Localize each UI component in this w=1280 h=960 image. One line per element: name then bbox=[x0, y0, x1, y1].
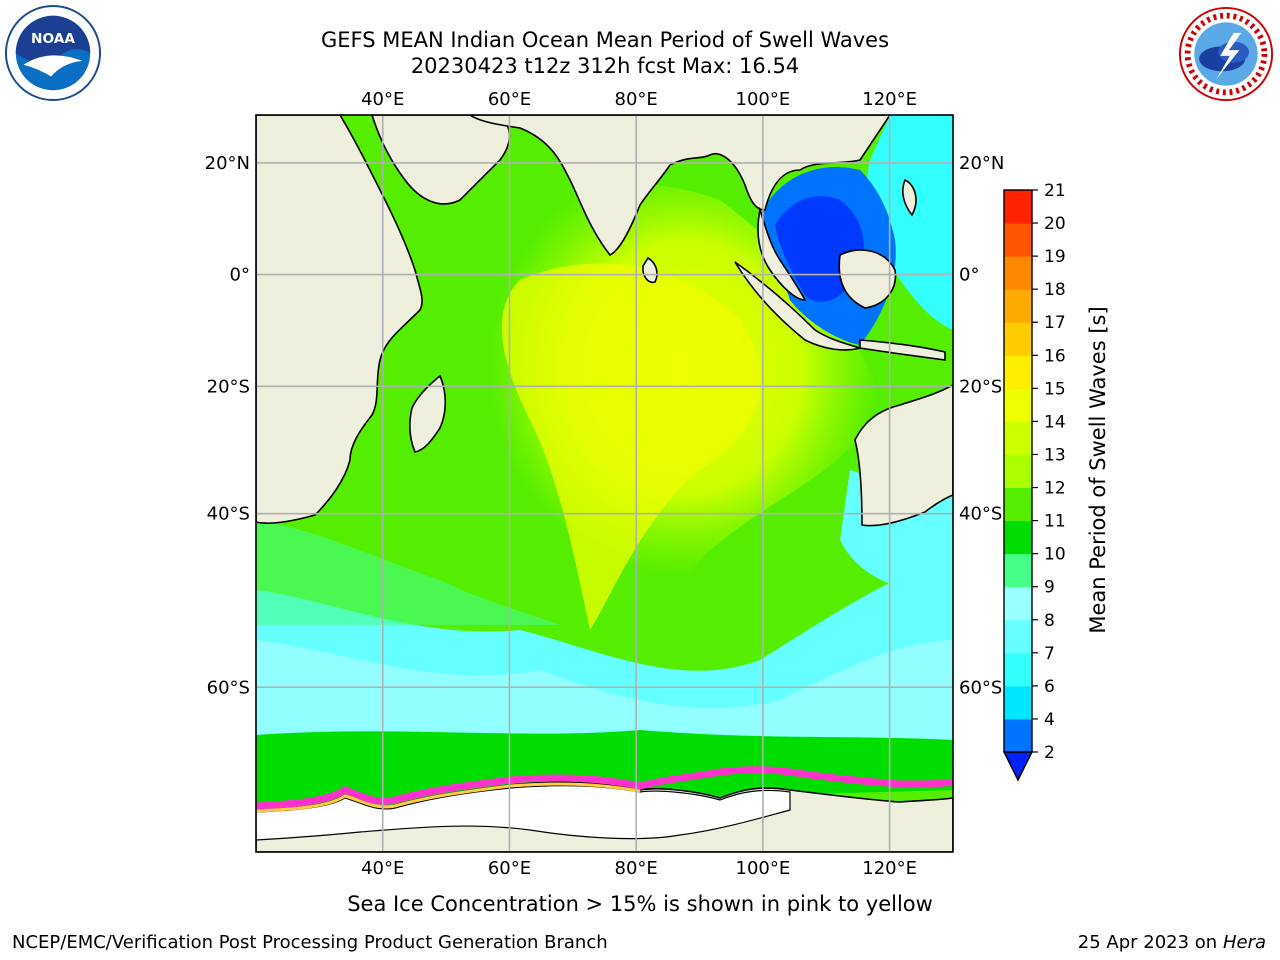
colorbar-tick-label: 18 bbox=[1044, 280, 1066, 300]
colorbar-tick-label: 12 bbox=[1044, 479, 1066, 499]
colorbar-segment bbox=[1004, 322, 1032, 356]
footer-machine: Hera bbox=[1222, 932, 1266, 953]
sea-ice-note: Sea Ice Concentration > 15% is shown in … bbox=[347, 892, 933, 916]
madagascar-landmass bbox=[409, 374, 447, 453]
colorbar-tick-label: 20 bbox=[1044, 214, 1066, 234]
latitude-tick-label: 0° bbox=[230, 265, 250, 286]
longitude-tick-label: 60°E bbox=[488, 858, 531, 879]
graticule bbox=[256, 115, 953, 852]
colorbar-tick-label: 16 bbox=[1044, 346, 1066, 366]
latitude-tick-label: 20°S bbox=[959, 376, 1002, 397]
colorbar-segment bbox=[1004, 586, 1032, 621]
latitude-tick-label: 20°N bbox=[959, 153, 1004, 174]
latitude-tick-label: 0° bbox=[959, 265, 979, 286]
map-subtitle: 20230423 t12z 312h fcst Max: 16.54 bbox=[410, 54, 800, 78]
africa-landmass bbox=[256, 115, 423, 524]
noaa-logo-text: NOAA bbox=[31, 31, 75, 47]
longitude-tick-label: 80°E bbox=[615, 858, 658, 879]
colorbar-tick-label: 10 bbox=[1044, 545, 1066, 565]
footer-credit: NCEP/EMC/Verification Post Processing Pr… bbox=[12, 932, 608, 953]
latitude-tick-label: 40°S bbox=[207, 504, 250, 525]
colorbar-tick-label: 8 bbox=[1044, 611, 1055, 631]
latitude-tick-label: 60°S bbox=[959, 677, 1002, 698]
latitude-labels-right: 20°N 0° 20°S 40°S 60°S bbox=[959, 153, 1004, 698]
longitude-tick-label: 120°E bbox=[862, 858, 917, 879]
colorbar: 2 4 6 7 8 9 10 11 12 13 14 15 16 17 18 19 20 21 bbox=[1002, 181, 1066, 782]
latitude-tick-label: 60°S bbox=[207, 677, 250, 698]
australia-landmass bbox=[854, 384, 953, 527]
sea-ice-inner-edge bbox=[256, 782, 641, 813]
colorbar-tick-label: 15 bbox=[1044, 379, 1066, 399]
asia-landmass bbox=[468, 115, 891, 257]
noaa-logo: NOAA bbox=[4, 4, 102, 102]
colorbar-tick-label: 9 bbox=[1044, 578, 1055, 598]
colorbar-segment bbox=[1004, 553, 1032, 588]
colorbar-segment bbox=[1004, 421, 1032, 455]
latitude-tick-label: 20°S bbox=[207, 376, 250, 397]
colorbar-tick-label: 21 bbox=[1044, 181, 1066, 201]
colorbar-segment bbox=[1004, 190, 1032, 224]
colorbar-tick-label: 14 bbox=[1044, 412, 1066, 432]
colorbar-segment bbox=[1004, 355, 1032, 389]
colorbar-tick-label: 2 bbox=[1044, 743, 1055, 763]
colorbar-tick-label: 19 bbox=[1044, 247, 1066, 267]
moderate-period-patch bbox=[256, 520, 560, 625]
colorbar-segment bbox=[1004, 454, 1032, 489]
latitude-labels-left: 20°N 0° 20°S 40°S 60°S bbox=[205, 153, 250, 698]
nws-logo bbox=[1178, 6, 1274, 102]
pacific-cyan-region bbox=[867, 115, 953, 330]
map-title: GEFS MEAN Indian Ocean Mean Period of Sw… bbox=[320, 28, 890, 52]
long-period-core bbox=[501, 263, 761, 630]
sea-ice-edge bbox=[256, 766, 953, 810]
colorbar-tick-label: 17 bbox=[1044, 313, 1066, 333]
philippines-landmass bbox=[902, 178, 917, 217]
colorbar-segment bbox=[1004, 289, 1032, 323]
longitude-tick-label: 40°E bbox=[361, 858, 404, 879]
java-landmass bbox=[859, 339, 946, 361]
latitude-tick-label: 40°S bbox=[959, 504, 1002, 525]
colorbar-underflow-arrow bbox=[1002, 751, 1034, 782]
colorbar-segment bbox=[1004, 718, 1032, 753]
colorbar-tick-label: 11 bbox=[1044, 512, 1066, 532]
longitude-labels-bottom: 40°E 60°E 80°E 100°E 120°E bbox=[361, 858, 917, 879]
longitude-tick-label: 100°E bbox=[736, 858, 791, 879]
longitude-tick-label: 40°E bbox=[361, 89, 404, 110]
colorbar-segment bbox=[1004, 520, 1032, 555]
footer-date: 25 Apr 2023 on Hera bbox=[1078, 931, 1266, 955]
colorbar-segment bbox=[1004, 256, 1032, 290]
borneo-landmass bbox=[838, 249, 897, 309]
footer-date-text: 25 Apr 2023 on bbox=[1077, 932, 1223, 953]
colorbar-label: Mean Period of Swell Waves [s] bbox=[1086, 306, 1110, 634]
colorbar-segment bbox=[1004, 619, 1032, 654]
sri-lanka-landmass bbox=[642, 256, 658, 284]
colorbar-segment bbox=[1004, 652, 1032, 687]
latitude-tick-label: 20°N bbox=[205, 153, 250, 174]
colorbar-segment bbox=[1004, 388, 1032, 422]
colorbar-tick-label: 7 bbox=[1044, 644, 1055, 664]
colorbar-segment bbox=[1004, 487, 1032, 522]
colorbar-tick-label: 6 bbox=[1044, 677, 1055, 697]
colorbar-segment bbox=[1004, 685, 1032, 720]
colorbar-tick-label: 4 bbox=[1044, 710, 1055, 730]
longitude-tick-label: 60°E bbox=[488, 89, 531, 110]
longitude-tick-label: 100°E bbox=[736, 89, 791, 110]
colorbar-frame bbox=[1003, 189, 1033, 753]
short-period-band-inner bbox=[256, 640, 953, 740]
longitude-labels-top: 40°E 60°E 80°E 100°E 120°E bbox=[361, 89, 917, 110]
colorbar-tick-label: 13 bbox=[1044, 445, 1066, 465]
map-frame bbox=[255, 114, 954, 853]
longitude-tick-label: 80°E bbox=[615, 89, 658, 110]
map-plot-area bbox=[256, 115, 953, 852]
ice-shelf-area bbox=[256, 785, 791, 841]
colorbar-segment bbox=[1004, 223, 1032, 257]
longitude-tick-label: 120°E bbox=[862, 89, 917, 110]
